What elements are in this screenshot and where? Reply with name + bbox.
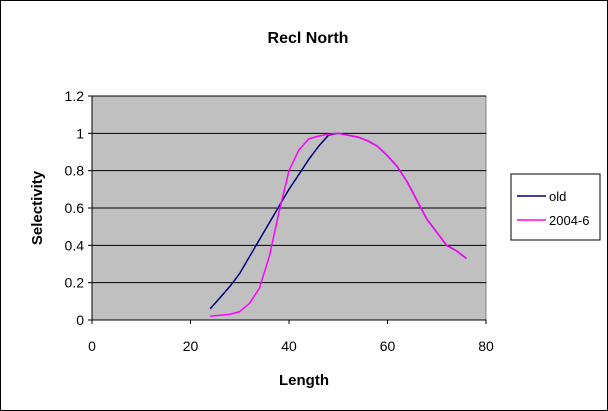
y-tick-label-2: 0.4 (65, 237, 85, 253)
legend-label-old: old (549, 189, 566, 204)
y-axis-label: Selectivity (29, 170, 46, 245)
x-tick-label-1: 20 (183, 338, 199, 354)
legend: old 2004-6 (510, 173, 601, 241)
legend-label-2004-6: 2004-6 (549, 213, 589, 228)
x-tick-label-2: 40 (281, 338, 297, 354)
series-lines (209, 132, 467, 318)
x-tick-label-4: 80 (478, 338, 494, 354)
x-tick-labels: 0 20 40 60 80 (88, 338, 494, 354)
y-tick-label-5: 1 (76, 125, 84, 141)
y-tick-label-1: 0.2 (65, 275, 85, 291)
x-tick-label-0: 0 (88, 338, 96, 354)
x-tick-label-3: 60 (380, 338, 396, 354)
y-tick-label-4: 0.8 (65, 163, 85, 179)
series-line-2004-6 (210, 132, 467, 318)
y-tick-labels: 0 0.2 0.4 0.6 0.8 1 1.2 (65, 88, 85, 328)
axes (88, 95, 487, 324)
gridlines (92, 95, 486, 284)
y-tick-label-3: 0.6 (65, 200, 85, 216)
y-tick-label-0: 0 (76, 312, 84, 328)
y-tick-label-6: 1.2 (65, 88, 85, 104)
chart-title: Recl North (268, 30, 349, 47)
legend-box (510, 173, 601, 241)
x-axis-label: Length (279, 372, 329, 389)
